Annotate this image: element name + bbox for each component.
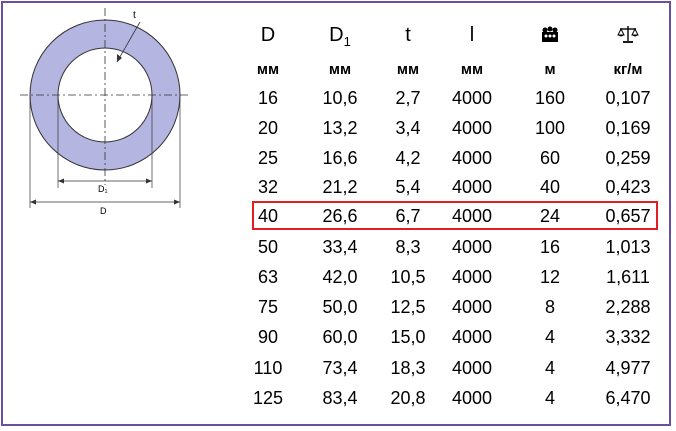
cell-wall-thickness: 8,3: [395, 237, 421, 257]
cell-length: 4000: [451, 388, 493, 408]
bundle-icon: [542, 26, 558, 42]
cell-length: 4000: [451, 267, 493, 287]
header-d1: D1: [329, 25, 351, 52]
cell-bundle: 4: [544, 327, 556, 347]
cell-outer-diameter: 16: [257, 88, 279, 108]
cell-bundle: 100: [534, 118, 566, 138]
pipe-cross-section-diagram: t D₁ D: [20, 8, 190, 216]
cell-weight: 6,470: [605, 388, 651, 408]
cell-inner-diameter: 60,0: [322, 327, 358, 347]
cell-wall-thickness: 10,5: [390, 267, 426, 287]
cell-inner-diameter: 50,0: [322, 297, 358, 317]
cell-outer-diameter: 40: [257, 206, 279, 226]
cell-inner-diameter: 21,2: [322, 177, 358, 197]
d-arrowhead-right: [174, 199, 180, 205]
cell-bundle: 40: [539, 177, 561, 197]
cell-length: 4000: [451, 297, 493, 317]
cell-weight: 0,259: [605, 148, 651, 168]
cell-wall-thickness: 3,4: [395, 118, 421, 138]
header-t: t: [405, 25, 411, 45]
cell-weight: 3,332: [605, 327, 651, 347]
d1-label: D₁: [98, 184, 108, 194]
cell-outer-diameter: 110: [253, 358, 283, 378]
cell-length: 4000: [451, 118, 493, 138]
cell-wall-thickness: 20,8: [390, 388, 426, 408]
cell-bundle: 60: [539, 148, 561, 168]
cell-bundle: 24: [539, 206, 561, 226]
cell-bundle: 4: [544, 388, 556, 408]
cell-outer-diameter: 50: [257, 237, 279, 257]
thickness-label: t: [133, 10, 136, 21]
cell-wall-thickness: 2,7: [395, 88, 421, 108]
cell-outer-diameter: 63: [257, 267, 279, 287]
cell-outer-diameter: 75: [257, 297, 279, 317]
header-l-text: l: [469, 24, 475, 46]
cell-weight: 4,977: [605, 358, 651, 378]
cell-wall-thickness: 15,0: [390, 327, 426, 347]
cell-weight: 0,423: [605, 177, 651, 197]
header-d: D: [261, 25, 275, 45]
cell-inner-diameter: 10,6: [322, 88, 358, 108]
cell-bundle: 160: [534, 88, 566, 108]
cell-length: 4000: [451, 148, 493, 168]
cell-inner-diameter: 16,6: [322, 148, 358, 168]
cell-outer-diameter: 25: [257, 148, 279, 168]
cell-length: 4000: [451, 177, 493, 197]
cell-bundle: 12: [539, 267, 561, 287]
thickness-arrowhead: [117, 54, 122, 62]
unit-t: мм: [396, 61, 420, 78]
header-d1-text: D1: [329, 24, 351, 49]
unit-bundle: м: [544, 61, 556, 78]
d-label: D: [100, 206, 107, 216]
cell-weight: 2,288: [605, 297, 651, 317]
cell-outer-diameter: 32: [257, 177, 279, 197]
thickness-arrow: [116, 21, 141, 63]
header-t-text: t: [405, 24, 411, 46]
cell-outer-diameter: 125: [252, 388, 284, 408]
cell-wall-thickness: 5,4: [395, 177, 421, 197]
cell-weight: 0,169: [605, 118, 651, 138]
cell-length: 4000: [451, 206, 493, 226]
cell-outer-diameter: 20: [257, 118, 279, 138]
cell-wall-thickness: 6,7: [395, 206, 421, 226]
scale-icon: [617, 26, 639, 43]
cell-inner-diameter: 33,4: [322, 237, 358, 257]
cell-wall-thickness: 12,5: [390, 297, 426, 317]
unit-d: мм: [256, 61, 280, 78]
cell-weight: 0,657: [605, 206, 651, 226]
cell-inner-diameter: 83,4: [322, 388, 358, 408]
cell-inner-diameter: 13,2: [322, 118, 358, 138]
unit-d1: мм: [328, 61, 352, 78]
cell-inner-diameter: 73,4: [322, 358, 358, 378]
cell-wall-thickness: 18,3: [390, 358, 426, 378]
cell-bundle: 4: [544, 358, 556, 378]
highlight-box: [252, 201, 658, 230]
cell-weight: 1,013: [605, 237, 651, 257]
cell-length: 4000: [451, 327, 493, 347]
cell-outer-diameter: 90: [257, 327, 279, 347]
cell-inner-diameter: 42,0: [322, 267, 358, 287]
header-d-text: D: [260, 24, 276, 46]
d1-arrowhead-right: [146, 178, 152, 184]
cell-bundle: 8: [544, 297, 556, 317]
cell-length: 4000: [451, 88, 493, 108]
header-l: l: [470, 25, 474, 45]
cell-bundle: 16: [539, 237, 561, 257]
cell-weight: 1,611: [606, 267, 650, 287]
cell-weight: 0,107: [605, 88, 651, 108]
unit-weight: кг/м: [613, 61, 643, 78]
unit-l: мм: [460, 61, 484, 78]
cell-wall-thickness: 4,2: [395, 148, 421, 168]
cell-length: 4000: [451, 237, 493, 257]
cell-inner-diameter: 26,6: [322, 206, 358, 226]
d1-arrowhead-left: [58, 178, 64, 184]
d-arrowhead-left: [30, 199, 36, 205]
cell-length: 4000: [451, 358, 493, 378]
